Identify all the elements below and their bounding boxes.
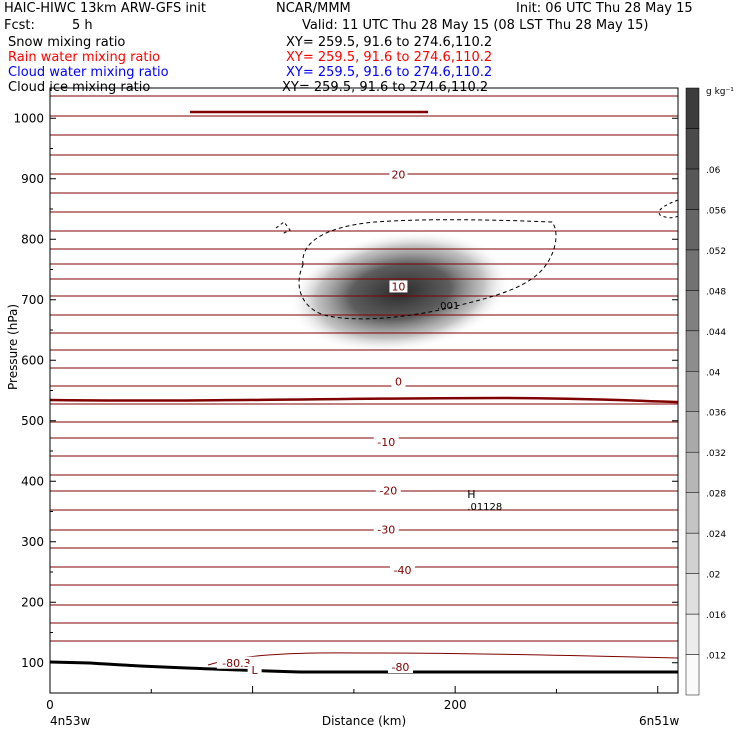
field-name-snow: Snow mixing ratio — [8, 35, 126, 50]
field-xy-cloud-water: XY= 259.5, 91.6 to 274.6,110.2 — [286, 65, 493, 80]
colorbar-band — [685, 573, 700, 615]
colorbar-label: .048 — [706, 287, 726, 297]
field-xy-rain: XY= 259.5, 91.6 to 274.6,110.2 — [286, 50, 493, 65]
org-label: NCAR/MMM — [276, 1, 351, 16]
colorbar-band — [685, 330, 700, 372]
colorbar-band — [685, 492, 700, 534]
colorbar-label: .024 — [706, 530, 726, 540]
colorbar-unit: g kg⁻¹ — [706, 87, 734, 97]
temperature-label: -80.3 — [222, 657, 250, 670]
left-endpoint: 4n53w — [50, 714, 91, 728]
forecast-label: Fcst: — [4, 18, 35, 33]
colorbar-label: .052 — [706, 247, 726, 257]
snow-max-value: .01128 — [467, 502, 502, 513]
y-tick-label: 100 — [21, 656, 44, 670]
y-tick-label: 400 — [21, 474, 44, 488]
temperature-label: -80 — [391, 661, 409, 674]
snow-contour-small — [275, 221, 291, 235]
isotherm-layer — [49, 95, 679, 666]
temperature-labels: -80.3L -80 -40 -30 -20 -10 0 10 20 — [216, 168, 415, 677]
y-tick-label: 600 — [21, 353, 44, 367]
temperature-label: -10 — [377, 436, 395, 449]
y-tick-label: 200 — [21, 595, 44, 609]
init-time: Init: 06 UTC Thu 28 May 15 — [516, 1, 693, 16]
temperature-label-bg — [389, 168, 408, 181]
colorbar-label: .044 — [706, 328, 726, 338]
colorbar-label: .012 — [706, 652, 726, 662]
y-tick-label: 1000 — [13, 111, 44, 125]
temperature-label-bg — [373, 435, 399, 448]
colorbar-band — [685, 371, 700, 412]
snow-contour-label: .001 — [437, 301, 459, 312]
colorbar-band — [685, 128, 700, 170]
snow-labels: H.01128 .001 — [437, 301, 502, 513]
colorbar-label: .02 — [706, 571, 720, 581]
temperature-label: 0 — [395, 375, 402, 388]
temperature-label-bg — [389, 564, 415, 577]
temperature-label: -30 — [377, 524, 395, 537]
colorbar-label: .036 — [706, 409, 726, 419]
field-xy-snow: XY= 259.5, 91.6 to 274.6,110.2 — [286, 35, 493, 50]
colorbar-band — [685, 209, 700, 251]
colorbar-label: .056 — [706, 206, 726, 216]
snow-contour — [298, 219, 557, 320]
colorbar-band — [685, 451, 700, 493]
temperature-label-bg — [375, 484, 401, 497]
x-axis-ticks: 0 200 — [46, 686, 659, 712]
plot-frame — [49, 87, 679, 694]
terrain-line — [49, 660, 678, 674]
temperature-label: L — [252, 664, 259, 677]
temperature-label-bg — [389, 280, 408, 293]
colorbar-band — [685, 290, 700, 332]
colorbar-band — [685, 613, 700, 655]
colorbar-band — [685, 87, 700, 129]
y-tick-label: 800 — [21, 232, 44, 246]
x-tick-label: 0 — [46, 698, 54, 712]
colorbar-label: .032 — [706, 449, 726, 459]
temperature-label: -40 — [394, 564, 412, 577]
colorbar-label: .06 — [706, 166, 721, 176]
colorbar-band — [685, 168, 700, 210]
x-tick-label: 200 — [444, 698, 467, 712]
field-name-cloud-water: Cloud water mixing ratio — [8, 65, 169, 80]
y-tick-label: 900 — [21, 172, 44, 186]
temperature-label: 20 — [391, 169, 405, 182]
y-tick-label: 500 — [21, 414, 44, 428]
temperature-label: -20 — [379, 484, 397, 497]
snow-max-marker: H — [467, 488, 475, 501]
right-endpoint: 6n51w — [639, 714, 680, 728]
temperature-label-bg — [373, 523, 399, 536]
colorbar-label: .04 — [706, 368, 721, 378]
snow-contour-edge — [658, 199, 679, 219]
y-tick-label: 700 — [21, 293, 44, 307]
temperature-label-bg — [387, 660, 413, 673]
colorbar-band — [685, 532, 700, 574]
forecast-hours: 5 h — [72, 18, 93, 33]
model-title: HAIC-HIWC 13km ARW-GFS init — [4, 1, 206, 16]
colorbar: .012 .016 .02 .024 .028 .032 .036 .04 .044 .048 .0… — [685, 87, 726, 696]
isotherm-line — [207, 652, 679, 666]
freezing-isotherm — [49, 396, 679, 404]
colorbar-label: .016 — [706, 611, 726, 621]
field-name-rain: Rain water mixing ratio — [8, 50, 161, 65]
colorbar-band — [685, 411, 700, 453]
y-tick-label: 300 — [21, 535, 44, 549]
temperature-label: 10 — [391, 280, 405, 293]
colorbar-band — [685, 249, 700, 291]
colorbar-label: .028 — [706, 490, 726, 500]
temperature-label-bg — [391, 375, 406, 388]
x-axis-label: Distance (km) — [322, 714, 406, 728]
valid-time: Valid: 11 UTC Thu 28 May 15 (08 LST Thu … — [302, 18, 649, 33]
colorbar-band — [685, 654, 700, 696]
temperature-label-bg — [247, 664, 262, 677]
temperature-label-bg — [216, 656, 256, 669]
